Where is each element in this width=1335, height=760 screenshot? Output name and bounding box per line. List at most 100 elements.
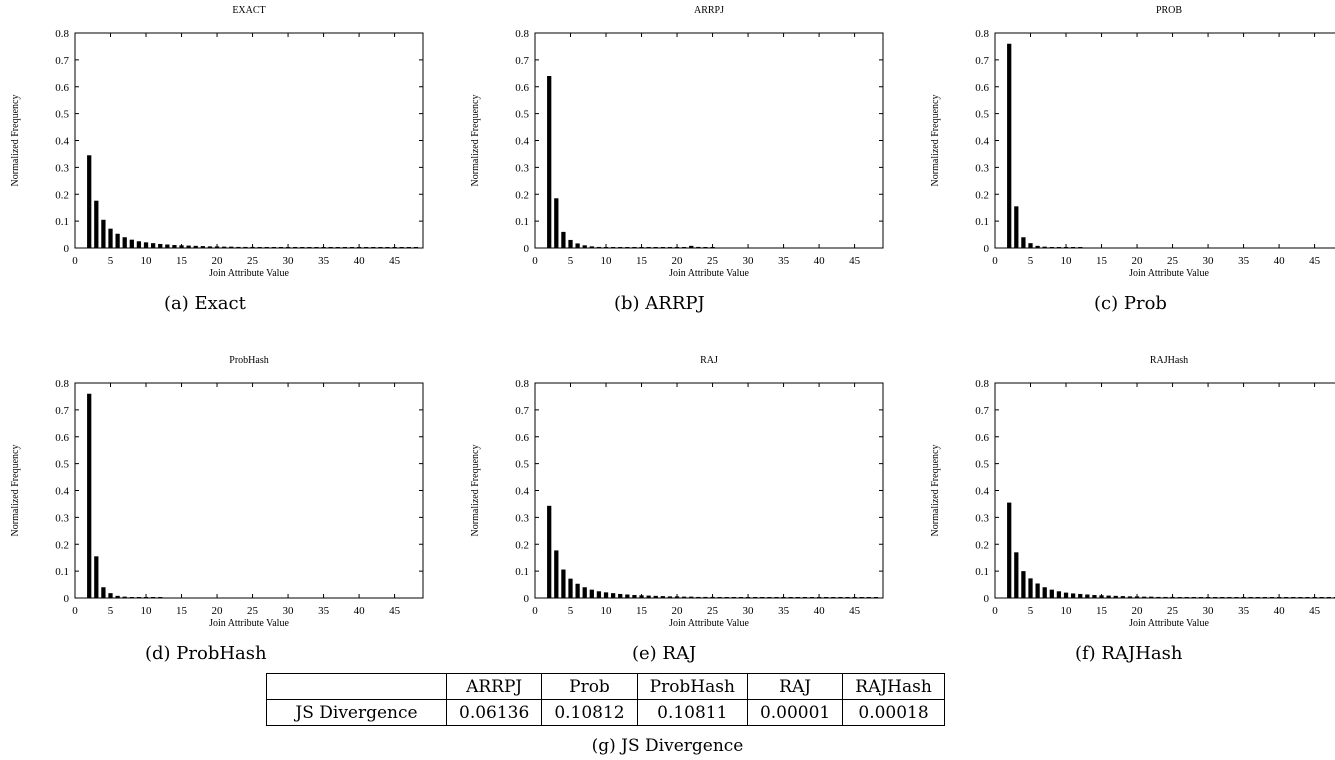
- y-tick-label: 0.3: [515, 512, 529, 524]
- bar: [307, 247, 312, 248]
- bar: [646, 247, 651, 248]
- bar: [696, 246, 701, 248]
- caption-exact: (a) Exact: [164, 293, 246, 314]
- bar: [625, 247, 630, 248]
- bar: [129, 239, 134, 248]
- bar: [108, 228, 113, 248]
- table-cell: 0.10811: [636, 699, 748, 726]
- bar: [1063, 247, 1069, 248]
- y-tick-label: 0: [64, 243, 70, 255]
- bar: [866, 597, 871, 598]
- y-tick-label: 0.4: [515, 486, 529, 498]
- bar: [703, 596, 708, 598]
- bar: [816, 597, 822, 598]
- bar: [1014, 206, 1019, 248]
- x-tick-label: 30: [1203, 255, 1215, 267]
- y-tick-label: 0.5: [55, 459, 69, 471]
- x-tick-label: 30: [743, 605, 755, 617]
- bar: [1269, 597, 1275, 598]
- bar: [1284, 597, 1289, 598]
- bar: [101, 587, 106, 598]
- bar: [136, 597, 142, 598]
- bar: [356, 247, 362, 248]
- y-tick-label: 0.7: [55, 55, 69, 67]
- bar: [1127, 596, 1133, 598]
- chart-svg: RAJ 0 0.1 0.2 0.3 0.4 0.5 0.6 0.7 0.8 0 5 10 15 20 25 30…: [470, 355, 884, 629]
- chart-panel-arrpj: ARRPJ 0 0.1 0.2 0.3 0.4 0.5 0.6 0.7 0.8 0 5 10 15 20 25…: [460, 0, 905, 330]
- bar: [1276, 597, 1282, 598]
- bar: [1113, 595, 1118, 598]
- table-header-cell: ProbHash: [636, 673, 748, 700]
- bar: [371, 247, 376, 248]
- bar: [575, 583, 580, 598]
- x-tick-label: 15: [1096, 605, 1108, 617]
- y-tick-label: 0.4: [515, 136, 529, 148]
- bar: [122, 596, 127, 598]
- bar: [618, 247, 623, 248]
- x-tick-label: 30: [283, 255, 295, 267]
- bar: [753, 597, 758, 598]
- x-tick-label: 0: [532, 605, 538, 617]
- bar: [1070, 593, 1076, 598]
- bar: [824, 597, 829, 598]
- bar: [1227, 597, 1232, 598]
- y-tick-label: 0.3: [55, 162, 69, 174]
- bar: [802, 597, 808, 598]
- bar: [1191, 597, 1196, 598]
- bar: [158, 597, 163, 598]
- y-tick-label: 0.4: [975, 486, 989, 498]
- y-tick-label: 0.1: [515, 216, 529, 228]
- bar: [115, 595, 120, 598]
- bar: [385, 247, 390, 248]
- x-tick-label: 35: [318, 255, 330, 267]
- x-axis-label: Join Attribute Value: [209, 618, 289, 629]
- caption-prob: (c) Prob: [1094, 293, 1167, 314]
- bar: [724, 597, 729, 598]
- caption-probhash: (d) ProbHash: [145, 643, 267, 664]
- y-tick-label: 0: [524, 243, 530, 255]
- bar: [378, 247, 383, 248]
- bar: [561, 569, 566, 598]
- bar: [639, 247, 644, 248]
- bar: [859, 597, 864, 598]
- bar: [1170, 596, 1175, 598]
- bar: [547, 505, 552, 598]
- bar: [731, 597, 736, 598]
- bar: [568, 578, 573, 598]
- x-tick-label: 25: [1167, 605, 1179, 617]
- bar: [1312, 597, 1317, 598]
- bar: [300, 247, 305, 248]
- y-tick-label: 0: [524, 593, 530, 605]
- chart-svg: ARRPJ 0 0.1 0.2 0.3 0.4 0.5 0.6 0.7 0.8 0 5 10 15 20 25…: [470, 5, 884, 279]
- x-tick-label: 10: [141, 605, 153, 617]
- bar: [646, 595, 651, 598]
- chart-svg: RAJHash 0 0.1 0.2 0.3 0.4 0.5 0.6 0.7 0.8 0 5 10 15 20…: [930, 355, 1335, 629]
- bar: [1042, 587, 1047, 598]
- bar: [582, 245, 587, 248]
- y-axis-label: Normalized Frequency: [10, 95, 21, 187]
- x-tick-label: 0: [72, 255, 78, 267]
- bar: [561, 231, 566, 248]
- y-tick-label: 0.4: [975, 136, 989, 148]
- y-tick-label: 0.1: [55, 216, 69, 228]
- y-tick-label: 0.4: [55, 486, 69, 498]
- chart-title: ProbHash: [229, 355, 268, 366]
- bar: [214, 246, 220, 248]
- y-tick-label: 0.2: [975, 539, 989, 551]
- chart-panel-prob: PROB 0 0.1 0.2 0.3 0.4 0.5 0.6 0.7 0.8 0 5 10 15 20 25 3…: [920, 0, 1335, 330]
- bar: [413, 247, 419, 248]
- bar: [717, 597, 722, 598]
- x-tick-label: 0: [992, 605, 998, 617]
- y-tick-label: 0.8: [515, 28, 529, 40]
- bar: [568, 239, 573, 248]
- bar: [143, 242, 149, 248]
- bar: [682, 596, 687, 598]
- x-tick-label: 15: [636, 605, 648, 617]
- bar: [1049, 247, 1054, 248]
- x-tick-label: 10: [1061, 255, 1073, 267]
- bar: [314, 247, 319, 248]
- bar: [293, 247, 298, 248]
- bar: [1078, 247, 1083, 248]
- table-header-cell: RAJHash: [842, 673, 945, 700]
- y-tick-label: 0.7: [515, 55, 529, 67]
